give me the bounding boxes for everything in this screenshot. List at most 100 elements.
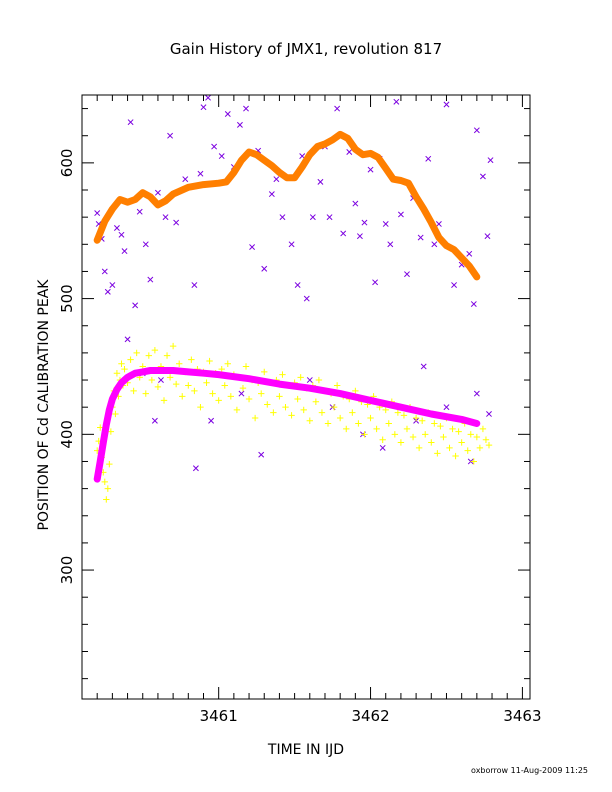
x-tick-label: 3463: [503, 707, 541, 725]
x-marker: [451, 282, 458, 288]
x-marker: [466, 250, 473, 257]
plus-marker: [476, 444, 484, 452]
x-marker: [317, 178, 324, 185]
x-marker: [361, 219, 368, 226]
fit-curves: [93, 130, 481, 483]
plus-marker: [251, 414, 259, 422]
plus-marker: [467, 431, 474, 438]
plus-marker: [112, 410, 119, 418]
plus-marker: [188, 356, 195, 363]
x-marker: [326, 214, 333, 221]
y-axis-title: POSITION OF Cd CALIBRATION PEAK: [36, 279, 52, 531]
x-marker: [435, 220, 442, 227]
x-marker: [294, 282, 301, 288]
plus-marker: [470, 458, 478, 465]
plus-marker: [440, 433, 447, 441]
plus-marker: [270, 409, 277, 416]
x-marker: [104, 288, 111, 295]
plus-marker: [336, 414, 344, 422]
x-marker: [470, 301, 477, 307]
plus-marker: [485, 441, 493, 449]
x-marker: [340, 230, 347, 237]
x-marker: [372, 279, 379, 286]
x-marker: [484, 233, 491, 240]
plus-marker: [107, 428, 115, 435]
x-marker: [208, 417, 215, 424]
x-marker: [205, 95, 212, 101]
credit-text: oxborrow 11-Aug-2009 11:25: [471, 766, 588, 775]
x-marker: [162, 214, 169, 221]
plus-marker: [172, 380, 180, 388]
x-marker: [121, 248, 128, 255]
plus-marker: [333, 382, 341, 389]
plus-marker: [130, 387, 137, 395]
plus-marker: [163, 352, 171, 359]
plus-marker: [297, 374, 304, 381]
plus-marker: [324, 420, 332, 427]
plus-marker: [151, 346, 159, 354]
x-marker: [397, 211, 404, 218]
plus-marker: [103, 496, 110, 503]
plus-marker: [343, 425, 350, 433]
x-marker: [236, 121, 243, 128]
plus-marker: [264, 401, 271, 408]
plus-marker: [446, 444, 453, 452]
chart-title: Gain History of JMX1, revolution 817: [170, 40, 442, 58]
plus-marker: [394, 409, 402, 416]
y-axis-ticks: 300 400 500 600: [58, 108, 530, 680]
x-marker: [334, 105, 341, 112]
plus-marker: [203, 379, 210, 386]
plus-marker: [300, 406, 307, 414]
plus-marker: [385, 420, 392, 427]
plus-marker: [464, 447, 471, 454]
plus-marker: [412, 414, 420, 422]
x-marker: [167, 132, 174, 139]
plus-marker: [361, 431, 368, 438]
plus-marker: [154, 383, 162, 391]
x-axis-ticks: 3461 3462 3463: [81, 95, 542, 725]
plus-marker: [239, 384, 247, 392]
plus-marker: [367, 414, 374, 422]
x-marker: [109, 282, 116, 288]
x-marker: [182, 176, 189, 183]
x-marker: [486, 411, 492, 417]
plus-marker: [455, 428, 462, 435]
plus-marker: [282, 403, 289, 411]
plus-marker: [179, 393, 186, 400]
plus-marker: [318, 409, 326, 416]
plus-marker: [215, 397, 222, 404]
x-marker: [431, 241, 438, 248]
plus-marker: [233, 406, 241, 414]
x-marker: [142, 241, 149, 248]
x-marker: [197, 170, 204, 177]
plus-marker: [458, 439, 465, 446]
x-marker: [191, 282, 198, 288]
x-marker: [147, 276, 154, 283]
plus-marker: [258, 390, 265, 397]
plus-marker: [142, 390, 149, 397]
plus-marker: [127, 356, 134, 363]
plus-marker: [434, 450, 441, 457]
x-marker: [279, 214, 286, 221]
plus-marker: [373, 425, 380, 433]
plus-marker: [409, 433, 417, 441]
plus-marker: [145, 352, 153, 359]
x-marker: [249, 244, 256, 250]
plus-marker: [418, 417, 426, 424]
x-marker: [268, 191, 275, 198]
plus-marker: [245, 395, 253, 403]
lower-fit-line: [93, 367, 481, 483]
plus-marker: [121, 365, 128, 373]
plus-marker: [197, 403, 204, 411]
x-marker: [218, 153, 225, 160]
plus-marker: [279, 371, 286, 378]
x-marker: [306, 377, 313, 383]
plus-marker: [391, 431, 399, 438]
plus-marker: [479, 425, 487, 433]
plus-marker: [473, 433, 481, 441]
plus-marker: [315, 376, 323, 384]
plus-marker: [221, 382, 228, 389]
plus-marker: [403, 425, 411, 433]
plus-marker: [106, 460, 113, 468]
plus-marker: [133, 349, 140, 357]
